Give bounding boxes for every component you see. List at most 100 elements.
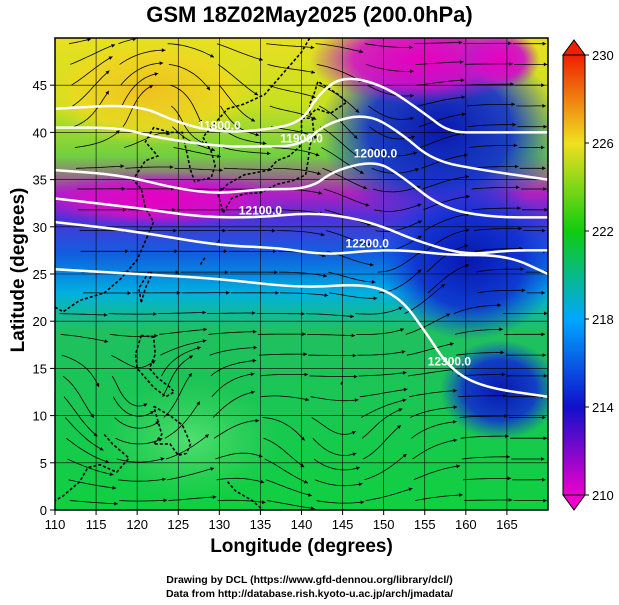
- streamline-arrow-26: [397, 425, 401, 429]
- streamline-arrow-122: [223, 249, 228, 254]
- streamline-arrow-78: [500, 350, 505, 355]
- streamline-81: [109, 334, 158, 337]
- streamline-arrow-29: [541, 457, 545, 461]
- streamline-arrow-162: [219, 168, 223, 173]
- streamline-204: [268, 84, 316, 98]
- streamline-190: [72, 70, 110, 107]
- streamline-118: [476, 268, 525, 273]
- streamline-arrow-32: [196, 401, 200, 406]
- contour-label-3: 12100.0: [239, 203, 283, 217]
- streamline-136: [375, 220, 423, 232]
- streamline-66: [358, 372, 407, 377]
- streamline-63: [210, 360, 257, 377]
- streamline-217: [415, 61, 464, 65]
- streamline-arrow-160: [120, 164, 125, 169]
- streamline-arrow-118: [520, 267, 525, 271]
- streamline-arrow-183: [262, 141, 267, 146]
- streamline-arrow-91: [153, 312, 157, 316]
- streamline-arrow-182: [211, 147, 216, 152]
- streamline-arrow-57: [453, 388, 457, 393]
- streamline-210: [70, 44, 116, 65]
- streamline-arrow-41: [155, 421, 160, 425]
- streamline-95: [305, 313, 354, 317]
- streamline-180: [73, 90, 110, 128]
- streamline-arrow-45: [351, 431, 356, 435]
- streamline-arrow-228: [508, 41, 512, 46]
- streamline-163: [223, 167, 273, 171]
- streamline-117: [426, 244, 469, 273]
- coastline-7: [226, 481, 265, 510]
- streamline-146: [374, 203, 422, 212]
- streamline-arrow-170: [115, 130, 120, 134]
- streamline-arrow-5: [360, 500, 365, 505]
- x-tick-label-7: 145: [332, 517, 354, 532]
- streamline-220: [69, 38, 91, 45]
- streamline-202: [169, 84, 203, 124]
- coastline-0: [55, 38, 311, 313]
- streamline-arrow-141: [172, 207, 176, 212]
- streamline-28: [461, 456, 510, 460]
- streamline-arrow-211: [161, 48, 166, 53]
- coastline-6: [55, 433, 131, 502]
- streamline-147: [423, 195, 470, 211]
- streamline-26: [363, 424, 402, 460]
- contour-label-4: 12200.0: [346, 236, 390, 250]
- field-shading: [55, 38, 548, 510]
- streamline-arrow-180: [105, 90, 109, 95]
- streamline-arrow-188: [512, 122, 517, 127]
- streamline-107: [427, 264, 470, 294]
- streamline-arrow-143: [270, 208, 275, 212]
- y-tick-label-2: 10: [33, 409, 47, 424]
- streamline-34: [263, 437, 305, 468]
- streamline-arrow-4: [310, 506, 315, 510]
- streamline-191: [121, 73, 159, 107]
- streamline-214: [267, 64, 316, 74]
- streamline-87: [405, 313, 451, 335]
- streamline-arrow-203: [251, 118, 255, 122]
- streamline-167: [420, 154, 468, 169]
- streamline-168: [470, 166, 519, 169]
- streamline-arrow-169: [542, 166, 546, 171]
- streamline-200: [71, 56, 113, 86]
- streamline-arrow-65: [353, 374, 358, 379]
- streamline-arrow-222: [210, 54, 214, 58]
- streamline-6: [365, 487, 413, 501]
- contour-label-2: 12000.0: [354, 147, 398, 161]
- streamline-arrow-220: [87, 38, 91, 42]
- streamline-arrow-48: [504, 414, 508, 418]
- y-tick-label-7: 35: [33, 173, 47, 188]
- streamline-arrow-55: [354, 398, 359, 402]
- streamline-181: [122, 84, 154, 127]
- streamline-225: [315, 43, 364, 53]
- streamline-226: [364, 43, 413, 48]
- streamline-arrow-178: [513, 143, 518, 148]
- streamline-96: [355, 306, 403, 315]
- streamline-0: [69, 500, 118, 505]
- x-tick-label-10: 160: [455, 517, 477, 532]
- streamline-91: [108, 313, 157, 315]
- streamline-arrow-225: [359, 49, 364, 54]
- streamline-arrow-12: [210, 467, 215, 471]
- contour-line-3: [55, 197, 548, 255]
- streamline-arrow-161: [169, 165, 174, 169]
- streamline-arrow-191: [154, 72, 159, 76]
- streamline-arrow-223: [259, 57, 263, 61]
- streamline-arrow-165: [363, 185, 368, 190]
- streamline-25: [313, 458, 361, 471]
- streamline-218: [464, 63, 513, 65]
- streamline-148: [472, 207, 521, 211]
- streamline-arrow-217: [459, 60, 464, 64]
- streamline-65: [309, 375, 358, 377]
- streamline-arrow-148: [517, 206, 521, 210]
- streamline-165: [322, 167, 368, 190]
- streamline-73: [209, 347, 258, 356]
- streamline-177: [419, 132, 467, 148]
- streamline-arrow-69: [543, 374, 548, 378]
- streamline-arrow-99: [544, 311, 548, 316]
- streamline-arrow-127: [465, 228, 470, 233]
- streamline-arrow-194: [312, 116, 317, 120]
- streamline-37: [411, 421, 457, 439]
- streamline-57: [409, 390, 457, 398]
- streamline-arrow-15: [358, 482, 363, 487]
- streamline-arrow-73: [253, 345, 258, 350]
